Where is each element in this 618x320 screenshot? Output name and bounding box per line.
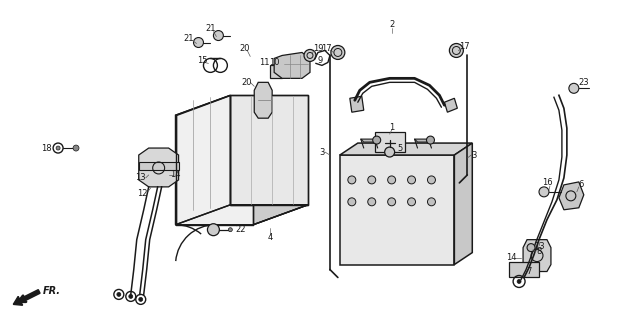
Text: 11: 11 <box>259 58 269 67</box>
Circle shape <box>193 37 203 47</box>
Polygon shape <box>454 143 472 265</box>
Text: 7: 7 <box>527 267 531 276</box>
Text: 12: 12 <box>137 189 148 198</box>
Text: 18: 18 <box>41 144 51 153</box>
Circle shape <box>384 147 395 157</box>
Polygon shape <box>415 139 431 142</box>
Text: 1: 1 <box>389 123 394 132</box>
Polygon shape <box>350 96 364 112</box>
Circle shape <box>331 45 345 60</box>
Polygon shape <box>231 95 308 205</box>
Bar <box>139 162 179 170</box>
Circle shape <box>139 297 143 301</box>
Circle shape <box>368 198 376 206</box>
Bar <box>340 155 454 265</box>
Circle shape <box>517 279 521 284</box>
Text: 22: 22 <box>235 225 245 234</box>
Text: 3: 3 <box>320 148 324 156</box>
Polygon shape <box>509 261 539 277</box>
Circle shape <box>56 146 60 150</box>
Circle shape <box>208 224 219 236</box>
Circle shape <box>368 176 376 184</box>
Text: 10: 10 <box>269 58 279 67</box>
Circle shape <box>387 176 396 184</box>
Text: 23: 23 <box>578 78 589 87</box>
Circle shape <box>304 50 316 61</box>
Text: 20: 20 <box>241 78 252 87</box>
Text: 2: 2 <box>389 20 394 29</box>
Circle shape <box>348 176 356 184</box>
Polygon shape <box>523 240 551 271</box>
Circle shape <box>73 145 79 151</box>
Text: 8: 8 <box>536 247 542 256</box>
Text: 17: 17 <box>321 44 331 53</box>
Circle shape <box>407 176 415 184</box>
Bar <box>375 132 405 152</box>
Circle shape <box>229 228 232 232</box>
Polygon shape <box>270 65 282 78</box>
Text: 9: 9 <box>317 56 323 65</box>
Polygon shape <box>176 95 231 225</box>
Circle shape <box>426 136 434 144</box>
Text: 19: 19 <box>313 44 323 53</box>
Polygon shape <box>176 205 308 225</box>
Text: 14: 14 <box>506 253 517 262</box>
Text: 3: 3 <box>472 150 477 160</box>
Text: 6: 6 <box>578 180 583 189</box>
Text: 21: 21 <box>205 24 216 33</box>
Circle shape <box>428 198 436 206</box>
Text: FR.: FR. <box>43 286 61 296</box>
Polygon shape <box>274 52 310 78</box>
Polygon shape <box>444 98 457 112</box>
Circle shape <box>539 187 549 197</box>
Polygon shape <box>559 182 584 210</box>
Circle shape <box>527 244 535 252</box>
Text: 4: 4 <box>268 233 273 242</box>
Text: 13: 13 <box>135 173 146 182</box>
Circle shape <box>117 292 121 296</box>
Text: 20: 20 <box>239 44 250 53</box>
Circle shape <box>373 136 381 144</box>
Circle shape <box>387 198 396 206</box>
Text: 15: 15 <box>197 56 208 65</box>
Polygon shape <box>254 82 272 118</box>
Circle shape <box>407 198 415 206</box>
Polygon shape <box>176 95 253 225</box>
Text: 13: 13 <box>534 242 544 251</box>
Text: 5: 5 <box>397 144 402 153</box>
FancyArrow shape <box>14 290 40 305</box>
Text: 21: 21 <box>184 34 194 43</box>
Circle shape <box>449 44 464 58</box>
Circle shape <box>213 31 223 41</box>
Circle shape <box>428 176 436 184</box>
Circle shape <box>348 198 356 206</box>
Polygon shape <box>340 143 472 155</box>
Circle shape <box>569 83 579 93</box>
Text: 16: 16 <box>541 179 552 188</box>
Polygon shape <box>361 139 378 142</box>
Text: 17: 17 <box>459 42 470 51</box>
Polygon shape <box>139 148 179 187</box>
Circle shape <box>129 294 133 298</box>
Text: 14: 14 <box>171 171 181 180</box>
